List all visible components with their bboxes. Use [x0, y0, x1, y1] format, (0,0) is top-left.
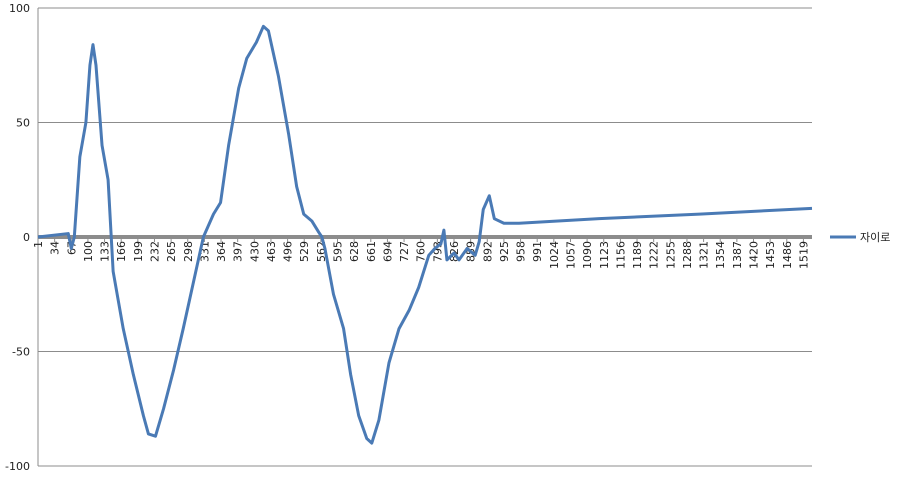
x-tick-label: 34 — [49, 241, 62, 255]
y-tick-label: 50 — [16, 117, 30, 130]
x-tick-label: 1189 — [631, 241, 644, 269]
x-tick-label: 925 — [498, 241, 511, 262]
x-tick-label: 1090 — [581, 241, 594, 269]
x-tick-label: 595 — [332, 241, 345, 262]
x-tick-label: 793 — [431, 241, 444, 262]
x-tick-label: 1354 — [714, 241, 727, 269]
x-tick-label: 232 — [148, 241, 161, 262]
legend-label: 자이로 — [860, 231, 890, 244]
y-tick-label: 100 — [9, 2, 30, 15]
y-tick-label: -100 — [5, 460, 30, 473]
y-tick-label: -50 — [12, 346, 30, 359]
x-tick-label: 298 — [182, 241, 195, 262]
x-tick-label: 1288 — [681, 241, 694, 269]
x-tick-label: 991 — [531, 241, 544, 262]
x-tick-label: 199 — [132, 241, 145, 262]
x-tick-label: 166 — [115, 241, 128, 262]
x-tick-label: 100 — [82, 241, 95, 262]
x-tick-label: 1222 — [648, 241, 661, 269]
x-tick-label: 958 — [515, 241, 528, 262]
x-tick-label: 364 — [215, 241, 228, 262]
y-tick-label: 0 — [23, 231, 30, 244]
x-tick-label: 1486 — [781, 241, 794, 269]
x-tick-label: 397 — [232, 241, 245, 262]
x-tick-label: 529 — [298, 241, 311, 262]
x-tick-label: 1024 — [548, 241, 561, 269]
x-tick-label: 1420 — [748, 241, 761, 269]
x-tick-label: 133 — [99, 241, 112, 262]
x-tick-label: 1 — [32, 241, 45, 248]
x-tick-label: 694 — [381, 241, 394, 262]
x-tick-label: 1321 — [698, 241, 711, 269]
x-tick-label: 1387 — [731, 241, 744, 269]
x-tick-label: 628 — [348, 241, 361, 262]
x-tick-label: 760 — [415, 241, 428, 262]
x-tick-label: 661 — [365, 241, 378, 262]
x-tick-label: 1057 — [564, 241, 577, 269]
x-tick-label: 1453 — [764, 241, 777, 269]
x-tick-label: 496 — [282, 241, 295, 262]
x-tick-label: 1255 — [664, 241, 677, 269]
x-tick-label: 463 — [265, 241, 278, 262]
x-tick-label: 727 — [398, 241, 411, 262]
x-tick-label: 430 — [248, 241, 261, 262]
x-tick-label: 1519 — [797, 241, 810, 269]
x-tick-label: 265 — [165, 241, 178, 262]
data-line — [37, 24, 813, 445]
x-tick-label: 1123 — [598, 241, 611, 269]
x-tick-label: 892 — [481, 241, 494, 262]
x-tick-label: 1156 — [614, 241, 627, 269]
